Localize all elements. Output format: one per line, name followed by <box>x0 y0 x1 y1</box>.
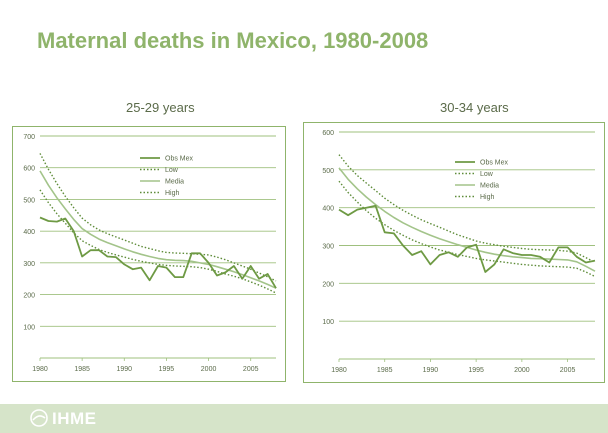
x-tick-label: 2000 <box>514 367 530 374</box>
legend-label: Low <box>480 171 494 178</box>
footer-bar: IHME <box>0 404 608 433</box>
ihme-logo-text: IHME <box>52 409 97 428</box>
legend-label: Media <box>480 183 499 190</box>
page-title: Maternal deaths in Mexico, 1980-2008 <box>37 28 429 53</box>
y-tick-label: 200 <box>322 281 334 288</box>
x-tick-label: 1980 <box>32 366 48 373</box>
y-tick-label: 500 <box>23 197 35 204</box>
x-tick-label: 2000 <box>201 366 217 373</box>
x-tick-label: 1980 <box>331 367 347 374</box>
y-tick-label: 100 <box>23 324 35 331</box>
y-tick-label: 100 <box>322 319 334 326</box>
series-line-high <box>338 154 596 264</box>
y-tick-label: 700 <box>23 134 35 141</box>
x-tick-label: 1990 <box>116 366 132 373</box>
chart-frame <box>303 122 605 383</box>
y-tick-label: 300 <box>322 244 334 251</box>
series-line-media <box>39 170 277 289</box>
x-tick-label: 2005 <box>560 367 576 374</box>
legend-label: Low <box>165 167 179 174</box>
x-tick-label: 1985 <box>74 366 90 373</box>
chart-30-34: 100 200 300 400 500 600 1980 1985 1990 1995 2000 20… <box>303 122 605 383</box>
legend-label: Obs Mex <box>480 160 509 167</box>
ihme-logo-icon <box>30 409 48 427</box>
chart-frame <box>12 126 286 382</box>
series-line-obs-mex <box>338 204 596 273</box>
y-tick-label: 400 <box>322 206 334 213</box>
series-line-obs-mex <box>39 216 277 289</box>
x-tick-label: 2005 <box>243 366 259 373</box>
y-tick-label: 300 <box>23 261 35 268</box>
chart-title-30-34: 30-34 years <box>440 100 509 115</box>
y-tick-label: 400 <box>23 229 35 236</box>
x-tick-label: 1990 <box>423 367 439 374</box>
y-tick-label: 500 <box>322 168 334 175</box>
x-tick-label: 1985 <box>377 367 393 374</box>
chart-25-29-svg: 100 200 300 400 500 600 700 1980 1985 1990 1995 200… <box>12 126 286 382</box>
y-tick-label: 200 <box>23 293 35 300</box>
chart-title-25-29: 25-29 years <box>126 100 195 115</box>
chart-30-34-svg: 100 200 300 400 500 600 1980 1985 1990 1995 2000 20… <box>303 122 605 383</box>
y-tick-label: 600 <box>23 166 35 173</box>
x-tick-label: 1995 <box>468 367 484 374</box>
legend-label: Obs Mex <box>165 156 194 163</box>
chart-25-29: 100 200 300 400 500 600 700 1980 1985 1990 1995 200… <box>12 126 286 382</box>
legend-label: Media <box>165 179 184 186</box>
legend-label: High <box>165 190 180 197</box>
legend-label: High <box>480 194 495 201</box>
x-tick-label: 1995 <box>159 366 175 373</box>
y-tick-label: 600 <box>322 130 334 137</box>
